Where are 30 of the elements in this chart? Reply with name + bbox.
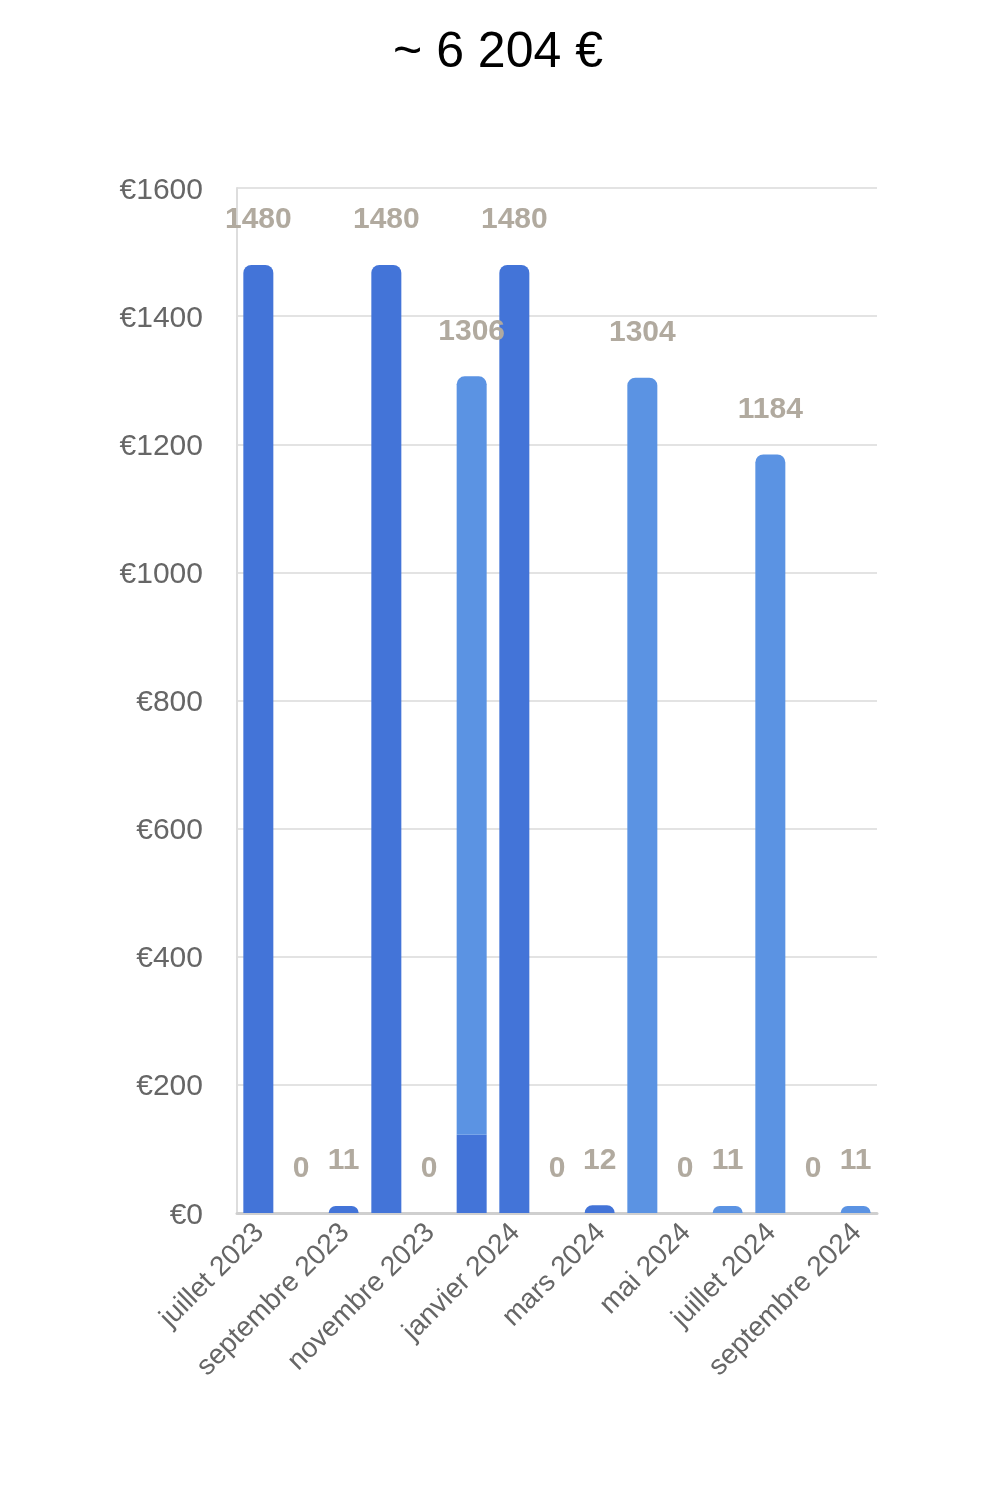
total-label: 11 — [711, 1142, 744, 1176]
y-tick-label: €1000 — [119, 555, 203, 589]
y-tick-label: €1200 — [119, 427, 203, 461]
total-label: 12 — [582, 1141, 617, 1175]
bar — [456, 1134, 487, 1213]
y-tick-label: €1600 — [119, 171, 203, 205]
y-tick-label: €1400 — [119, 299, 203, 333]
bar — [755, 454, 786, 1213]
text: 0 — [420, 1149, 438, 1183]
total-label: 11 — [327, 1142, 360, 1176]
y-tick-label: €0 — [169, 1196, 203, 1230]
bar — [243, 264, 274, 1213]
total-label: 1304 — [608, 314, 677, 348]
text: 0 — [548, 1149, 566, 1183]
bar — [627, 377, 658, 1213]
total-label: 11 — [839, 1142, 872, 1176]
text: 0 — [292, 1149, 310, 1183]
text: 0 — [804, 1149, 822, 1183]
bar — [371, 264, 402, 1213]
text: 0 — [676, 1149, 694, 1183]
bar — [456, 376, 487, 1135]
y-tick-label: €400 — [136, 940, 203, 974]
y-tick-label: €600 — [136, 812, 203, 846]
y-tick-label: €200 — [136, 1068, 203, 1102]
total-label: 1480 — [480, 201, 548, 235]
y-tick-label: €800 — [136, 684, 203, 717]
total-label: 1480 — [352, 201, 420, 235]
total-label: 1480 — [224, 201, 292, 235]
total-label: 1184 — [737, 391, 804, 424]
chart-title: ~ 6 204 € — [393, 22, 604, 78]
